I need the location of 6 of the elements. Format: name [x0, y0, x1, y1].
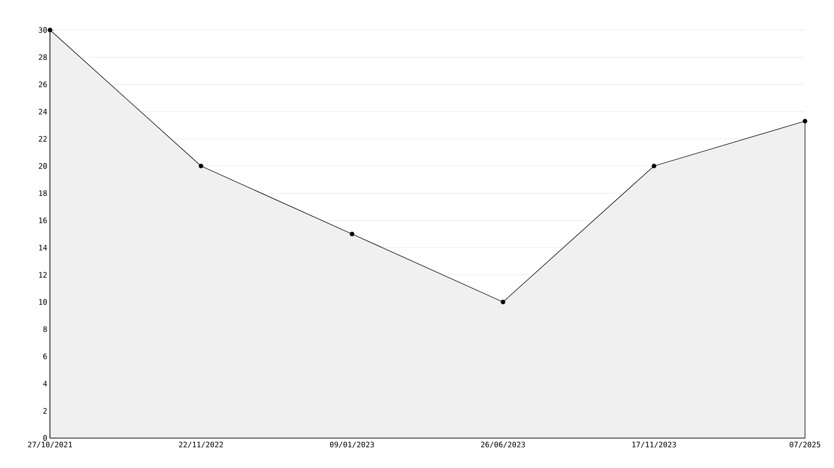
point: [350, 232, 354, 236]
point: [48, 28, 52, 32]
point: [198, 164, 204, 168]
point: [802, 118, 808, 124]
point: [652, 164, 656, 168]
point: [500, 300, 506, 304]
